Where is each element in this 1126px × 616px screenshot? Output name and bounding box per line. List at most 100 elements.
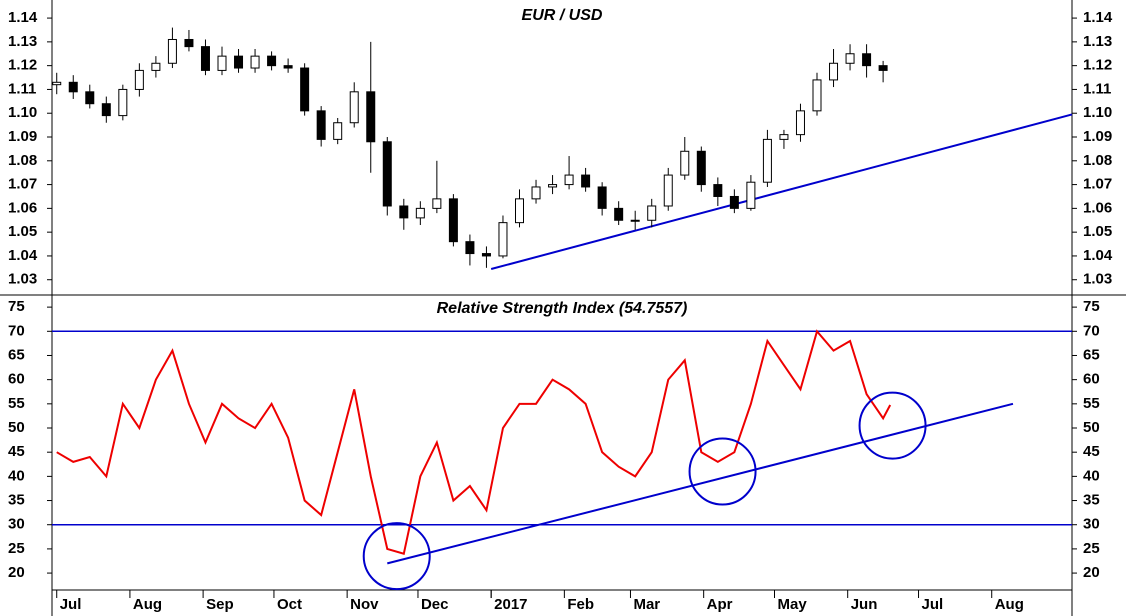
y-tick-label: 45 bbox=[1083, 443, 1100, 460]
candle-body bbox=[366, 91, 376, 143]
y-tick-label: 50 bbox=[1083, 419, 1100, 436]
candle-body bbox=[118, 88, 128, 117]
y-tick-label: 1.12 bbox=[8, 57, 37, 74]
candle-body bbox=[382, 141, 392, 207]
x-tick-label: Mar bbox=[633, 596, 660, 613]
candle-body bbox=[564, 174, 574, 186]
x-tick-label: Nov bbox=[350, 596, 379, 613]
x-tick-label: 2017 bbox=[494, 596, 527, 613]
y-tick-label: 1.13 bbox=[1083, 33, 1112, 50]
candle-body bbox=[234, 55, 244, 69]
candle-body bbox=[614, 207, 624, 221]
candle-body bbox=[762, 138, 772, 183]
candle-body bbox=[647, 205, 657, 221]
candle-body bbox=[267, 55, 277, 67]
highlight-circle bbox=[362, 522, 431, 591]
x-tick-label: Jun bbox=[851, 596, 878, 613]
candle-body bbox=[812, 79, 822, 112]
y-tick-label: 20 bbox=[1083, 564, 1100, 581]
y-tick-label: 70 bbox=[1083, 322, 1100, 339]
candle-body bbox=[300, 67, 310, 112]
x-tick-label: Oct bbox=[277, 596, 302, 613]
y-tick-label: 1.04 bbox=[1083, 247, 1113, 264]
trend-line bbox=[490, 113, 1073, 270]
candle-body bbox=[795, 110, 805, 136]
rsi-line bbox=[56, 329, 892, 555]
candle-body bbox=[448, 198, 458, 243]
candle-body bbox=[68, 81, 78, 93]
y-tick-label: 55 bbox=[8, 395, 25, 412]
candle-body bbox=[217, 55, 227, 71]
candle-body bbox=[481, 253, 491, 257]
highlight-circle bbox=[858, 391, 927, 460]
y-tick-label: 25 bbox=[1083, 540, 1100, 557]
y-tick-label: 1.09 bbox=[8, 128, 37, 145]
candle-body bbox=[696, 150, 706, 186]
x-tick-label: Sep bbox=[206, 596, 234, 613]
y-tick-label: 45 bbox=[8, 443, 25, 460]
candle-body bbox=[630, 219, 640, 222]
candle-body bbox=[316, 110, 326, 140]
y-tick-label: 1.04 bbox=[8, 247, 38, 264]
candle-body bbox=[200, 46, 210, 71]
x-tick-label: Feb bbox=[567, 596, 594, 613]
x-tick-label: May bbox=[778, 596, 808, 613]
y-tick-label: 65 bbox=[8, 346, 25, 363]
candle-body bbox=[845, 53, 855, 64]
candle-body bbox=[729, 195, 739, 209]
y-tick-label: 1.03 bbox=[8, 271, 37, 288]
x-tick-label: Aug bbox=[995, 596, 1024, 613]
y-tick-label: 60 bbox=[8, 371, 25, 388]
y-tick-label: 65 bbox=[1083, 346, 1100, 363]
candle-body bbox=[680, 150, 690, 176]
candle-body bbox=[515, 198, 524, 224]
x-tick-label: Aug bbox=[133, 596, 162, 613]
candle-body bbox=[779, 134, 789, 140]
y-tick-label: 1.08 bbox=[8, 152, 37, 169]
y-tick-label: 1.06 bbox=[1083, 199, 1112, 216]
candle-body bbox=[548, 184, 558, 188]
candle-body bbox=[878, 65, 888, 71]
y-tick-label: 40 bbox=[1083, 467, 1100, 484]
y-tick-label: 25 bbox=[8, 540, 25, 557]
candle-body bbox=[432, 198, 442, 209]
y-tick-label: 1.10 bbox=[1083, 104, 1112, 121]
x-tick-label: Dec bbox=[421, 596, 449, 613]
candle-body bbox=[283, 65, 293, 69]
y-tick-label: 1.13 bbox=[8, 33, 37, 50]
x-tick-label: Jul bbox=[922, 596, 944, 613]
y-tick-label: 30 bbox=[8, 516, 25, 533]
y-tick-label: 1.11 bbox=[1083, 80, 1111, 97]
y-tick-label: 35 bbox=[1083, 492, 1100, 509]
candle-body bbox=[167, 38, 177, 64]
chart-title: EUR / USD bbox=[522, 7, 603, 24]
y-tick-label: 1.06 bbox=[8, 199, 37, 216]
y-tick-label: 1.14 bbox=[8, 9, 38, 26]
y-tick-label: 1.07 bbox=[8, 176, 37, 193]
y-tick-label: 70 bbox=[8, 322, 25, 339]
candle-body bbox=[134, 69, 144, 90]
x-tick-label: Apr bbox=[707, 596, 733, 613]
candle-body bbox=[862, 53, 872, 67]
candle-body bbox=[151, 62, 161, 71]
y-tick-label: 75 bbox=[8, 298, 25, 315]
y-tick-label: 1.08 bbox=[1083, 152, 1112, 169]
candle-body bbox=[349, 91, 359, 124]
y-tick-label: 35 bbox=[8, 492, 25, 509]
y-tick-label: 1.09 bbox=[1083, 128, 1112, 145]
y-tick-label: 20 bbox=[8, 564, 25, 581]
y-tick-label: 75 bbox=[1083, 298, 1100, 315]
candle-body bbox=[415, 207, 425, 219]
y-tick-label: 1.11 bbox=[8, 80, 36, 97]
candle-body bbox=[581, 174, 591, 188]
y-tick-label: 60 bbox=[1083, 371, 1100, 388]
candle-body bbox=[531, 186, 541, 200]
trend-line bbox=[387, 402, 1014, 565]
candle-body bbox=[465, 241, 475, 255]
y-tick-label: 40 bbox=[8, 467, 25, 484]
y-tick-label: 1.12 bbox=[1083, 57, 1112, 74]
candle-body bbox=[829, 62, 839, 81]
candle-body bbox=[663, 174, 673, 207]
y-tick-label: 1.05 bbox=[1083, 223, 1112, 240]
